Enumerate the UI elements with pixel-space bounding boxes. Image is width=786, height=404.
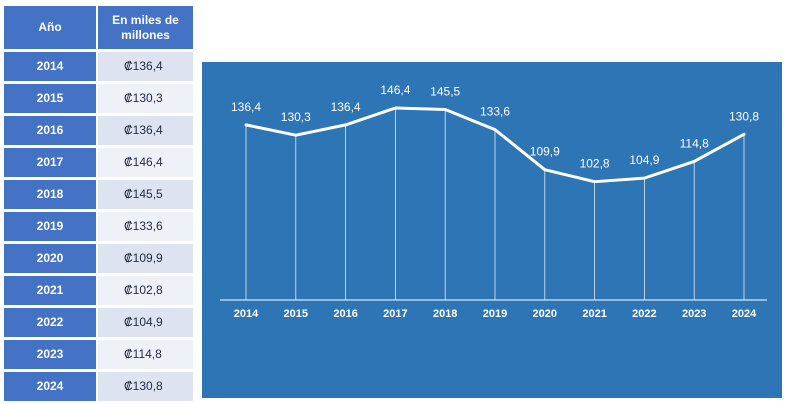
data-label: 133,6 [480,105,510,119]
year-cell: 2020 [3,244,97,273]
chart-svg: 136,4 130,3 136,4 146,4 145,5 133,6 109,9 102,8… [220,83,767,320]
year-cell: 2024 [3,372,97,401]
data-label: 136,4 [231,100,261,114]
value-cell: ₡104,9 [97,308,194,337]
table-row: 2017 ₡146,4 [3,148,194,177]
data-label: 114,8 [680,136,709,150]
table-row: 2015 ₡130,3 [3,84,194,113]
year-cell: 2022 [3,308,97,337]
year-cell: 2016 [3,116,97,145]
x-tick-label: 2015 [284,308,308,320]
table-row: 2016 ₡136,4 [3,116,194,145]
year-cell: 2018 [3,180,97,209]
value-cell: ₡145,5 [97,180,194,209]
table-row: 2018 ₡145,5 [3,180,194,209]
x-tick-label: 2024 [732,308,757,320]
line-chart: 136,4 130,3 136,4 146,4 145,5 133,6 109,9 102,8… [202,62,782,398]
value-cell: ₡102,8 [97,276,194,305]
header-value: En miles de millones [97,6,194,49]
table-header-row: Año En miles de millones [3,6,194,49]
year-cell: 2023 [3,340,97,369]
year-cell: 2019 [3,212,97,241]
x-tick-label: 2020 [533,308,557,320]
table-row: 2014 ₡136,4 [3,52,194,81]
year-cell: 2021 [3,276,97,305]
table-row: 2020 ₡109,9 [3,244,194,273]
year-cell: 2017 [3,148,97,177]
data-label: 145,5 [430,85,460,99]
table-row: 2024 ₡130,8 [3,372,194,401]
x-tick-label: 2019 [483,308,507,320]
value-cell: ₡130,8 [97,372,194,401]
series-line [244,106,746,184]
table-row: 2022 ₡104,9 [3,308,194,337]
data-label: 130,8 [729,109,759,123]
data-label: 130,3 [281,110,311,124]
table-row: 2019 ₡133,6 [3,212,194,241]
table-row: 2023 ₡114,8 [3,340,194,369]
x-tick-label: 2014 [234,308,259,320]
value-cell: ₡109,9 [97,244,194,273]
value-cell: ₡130,3 [97,84,194,113]
value-cell: ₡133,6 [97,212,194,241]
data-label: 104,9 [629,153,659,167]
data-label: 136,4 [331,100,361,114]
x-tick-label: 2018 [433,308,457,320]
value-cell: ₡136,4 [97,52,194,81]
header-year: Año [3,6,97,49]
x-tick-label: 2016 [333,308,357,320]
data-label: 109,9 [530,145,560,159]
value-cell: ₡114,8 [97,340,194,369]
value-cell: ₡136,4 [97,116,194,145]
x-tick-label: 2022 [632,308,656,320]
table-row: 2021 ₡102,8 [3,276,194,305]
data-label: 102,8 [580,157,610,171]
data-label: 146,4 [380,83,410,97]
value-cell: ₡146,4 [97,148,194,177]
x-tick-label: 2021 [582,308,606,320]
year-cell: 2014 [3,52,97,81]
x-tick-label: 2023 [682,308,706,320]
data-table: Año En miles de millones 2014 ₡136,4 2015 ₡… [3,3,194,404]
table-body: 2014 ₡136,4 2015 ₡130,3 2016 ₡136,4 2017 ₡146,4… [3,52,194,401]
x-tick-label: 2017 [383,308,407,320]
year-cell: 2015 [3,84,97,113]
